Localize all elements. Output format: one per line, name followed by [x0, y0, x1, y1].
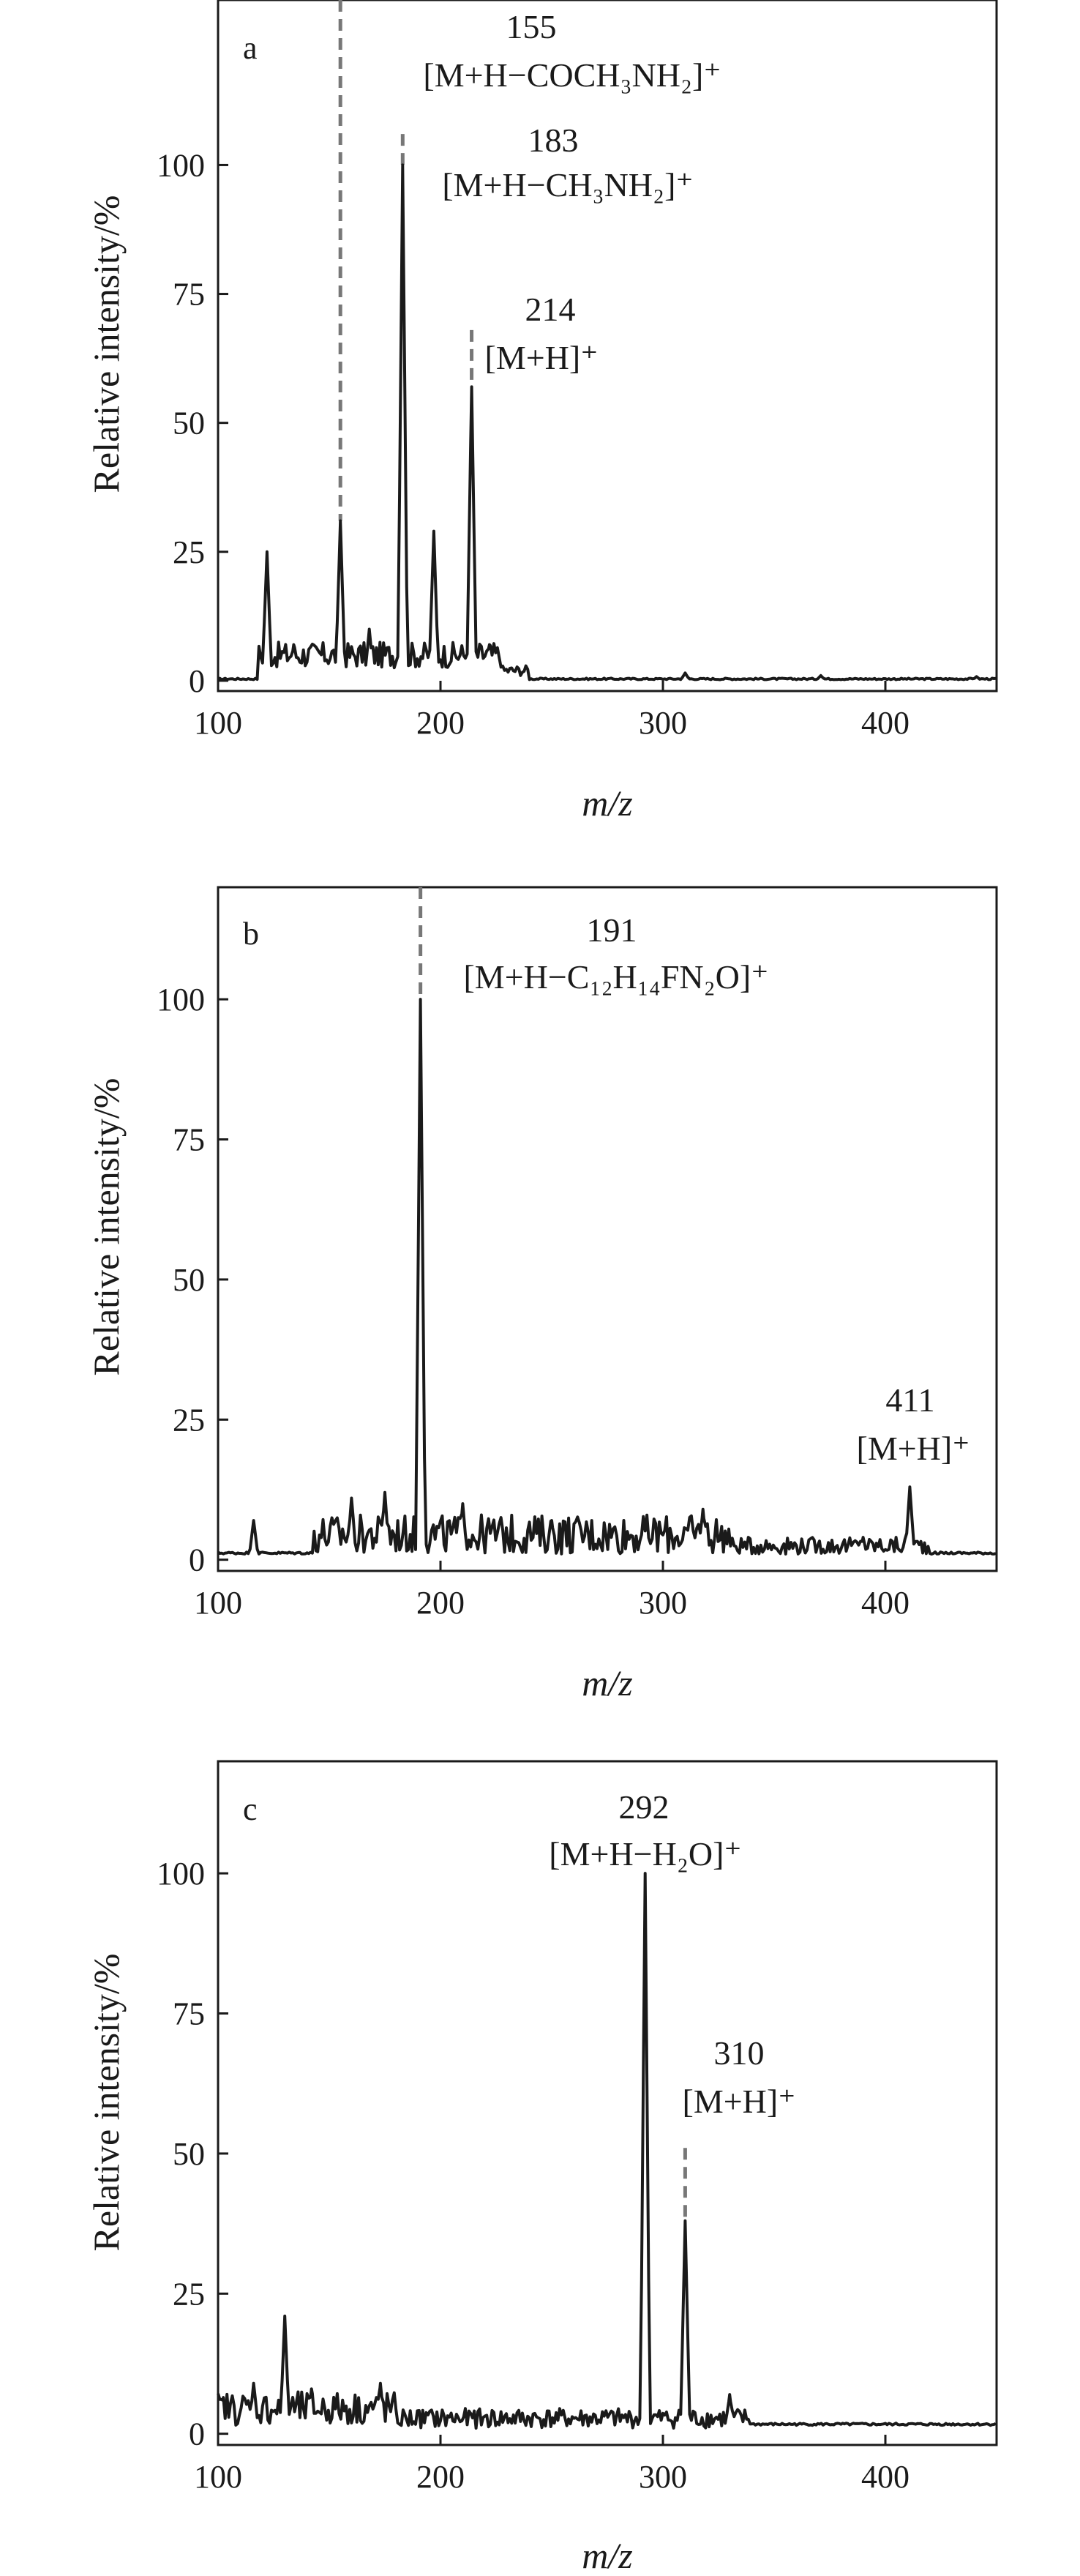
y-tick-label: 50: [173, 406, 205, 441]
y-tick-label: 75: [173, 1122, 205, 1158]
plot-frame: [217, 1760, 998, 2446]
annotation-number: 214: [525, 291, 576, 328]
y-tick-label: 25: [173, 2276, 205, 2312]
x-axis-label: m/z: [582, 1662, 632, 1703]
plot-frame: [217, 0, 998, 692]
annotation-number: 155: [506, 8, 557, 45]
y-tick-label: 75: [173, 1996, 205, 2032]
x-tick-label: 400: [861, 705, 910, 741]
panel-c: c 0 25 50 75 100 100 200 300 400 m/z Relative i…: [86, 1760, 998, 2576]
y-axis: 0 25 50 75 100: [157, 982, 228, 1578]
x-axis-label: m/z: [582, 2535, 632, 2576]
y-tick-label: 0: [189, 2416, 205, 2452]
spectrum-line: [217, 1872, 997, 2430]
x-axis: 100 200 300 400: [194, 2435, 910, 2495]
x-tick-label: 400: [861, 2459, 910, 2495]
y-axis: 0 25 50 75 100: [157, 1856, 228, 2452]
x-tick-label: 200: [416, 1585, 465, 1621]
y-tick-label: 50: [173, 1262, 205, 1298]
spectrum-line: [217, 998, 997, 1556]
y-axis: 0 25 50 75 100: [157, 147, 228, 699]
y-tick-label: 75: [173, 277, 205, 313]
annotation-ion: [M+H−CH₃NH₂]⁺: [442, 166, 693, 204]
annotation-ion: [M+H]⁺: [683, 2083, 796, 2120]
panel-label: b: [243, 916, 259, 952]
x-tick-label: 100: [194, 705, 242, 741]
y-tick-label: 25: [173, 534, 205, 570]
annotation-number: 292: [619, 1788, 670, 1826]
x-tick-label: 300: [639, 705, 687, 741]
x-tick-label: 100: [194, 1585, 242, 1621]
panel-b: b 0 25 50 75 100 100 200 300 400 m/z Relative i…: [86, 886, 998, 1703]
y-tick-label: 100: [157, 982, 205, 1018]
y-tick-label: 100: [157, 147, 205, 183]
y-axis-label: Relative intensity/%: [86, 1954, 127, 2252]
y-tick-label: 0: [189, 663, 205, 699]
peak-markers: [338, 0, 474, 521]
x-tick-label: 100: [194, 2459, 242, 2495]
y-axis-label: Relative intensity/%: [86, 1078, 127, 1376]
x-axis-label: m/z: [582, 783, 632, 824]
x-axis: 100 200 300 400: [194, 681, 910, 741]
plot-frame: [217, 886, 998, 1572]
y-axis-label: Relative intensity/%: [86, 195, 127, 493]
annotation-number: 183: [528, 122, 579, 159]
annotation-number: 411: [885, 1381, 934, 1419]
annotation-number: 310: [714, 2034, 765, 2072]
annotation-ion: [M+H−C₁₂H₁₄FN₂O]⁺: [463, 958, 768, 996]
spectrum-line: [218, 163, 996, 682]
annotation-ion: [M+H−COCH₃NH₂]⁺: [423, 56, 721, 94]
annotation-number: 191: [587, 911, 637, 949]
annotation-ion: [M+H]⁺: [857, 1430, 970, 1467]
annotation-ion: [M+H]⁺: [485, 339, 599, 376]
y-tick-label: 0: [189, 1542, 205, 1578]
panel-label: c: [243, 1791, 258, 1827]
x-tick-label: 300: [639, 1585, 687, 1621]
x-axis: 100 200 300 400: [194, 1561, 910, 1621]
x-tick-label: 200: [416, 2459, 465, 2495]
panel-label: a: [243, 30, 258, 66]
annotation-ion: [M+H−H₂O]⁺: [549, 1835, 741, 1873]
x-tick-label: 300: [639, 2459, 687, 2495]
y-tick-label: 50: [173, 2136, 205, 2172]
y-tick-label: 100: [157, 1856, 205, 1892]
y-tick-label: 25: [173, 1402, 205, 1438]
panel-a: a 0 25 50 75 100 100 200 300 400 m/z Relative i…: [86, 0, 998, 824]
x-tick-label: 400: [861, 1585, 910, 1621]
x-tick-label: 200: [416, 705, 465, 741]
